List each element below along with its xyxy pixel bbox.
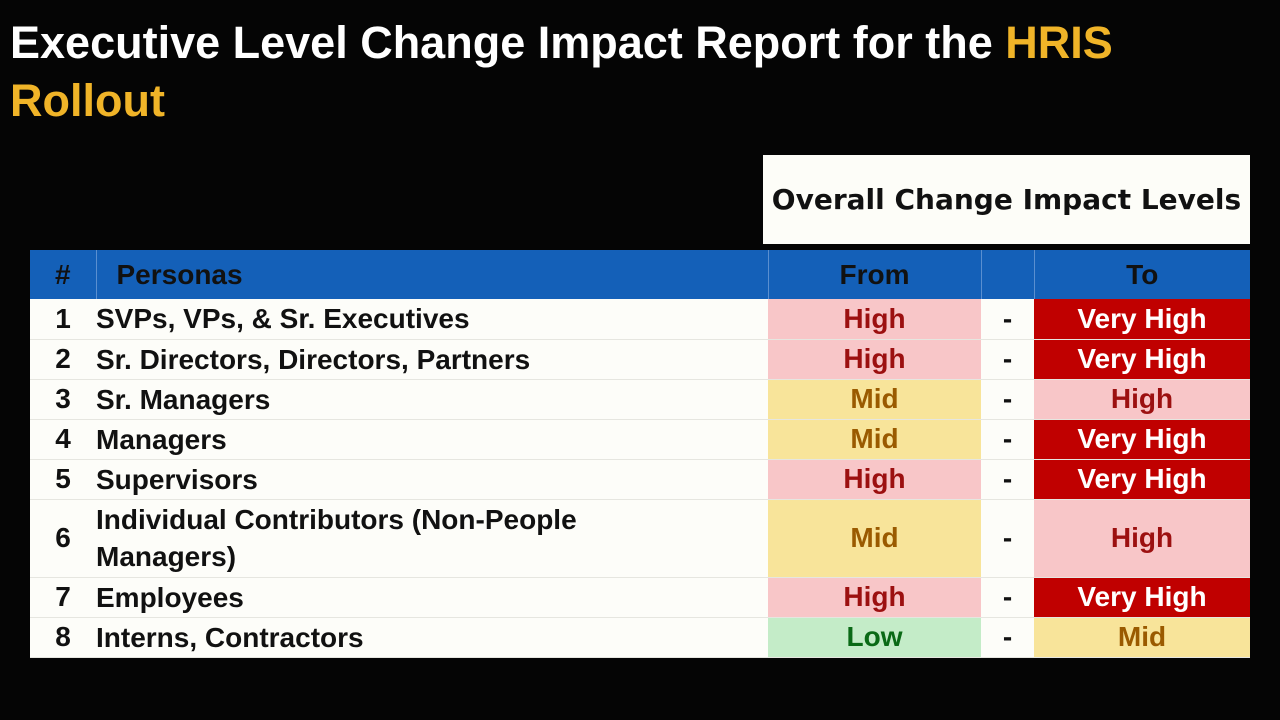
separator-dash: - [981, 459, 1034, 500]
row-number: 7 [30, 577, 96, 618]
from-level: Mid [768, 499, 981, 578]
from-level: High [768, 339, 981, 380]
table-row: 1 SVPs, VPs, & Sr. Executives High - Ver… [30, 299, 1250, 340]
page-title: Executive Level Change Impact Report for… [10, 14, 1250, 130]
table-row: 7 Employees High - Very High [30, 577, 1250, 618]
from-level: Mid [768, 419, 981, 460]
table-header-row: # Personas From To [30, 250, 1250, 299]
persona-name: Individual Contributors (Non-People Mana… [96, 499, 768, 578]
persona-name: Supervisors [96, 459, 768, 500]
from-level: High [768, 459, 981, 500]
from-level: High [768, 299, 981, 340]
to-level: Very High [1034, 419, 1250, 460]
to-level: Very High [1034, 299, 1250, 340]
persona-name: Employees [96, 577, 768, 618]
row-number: 1 [30, 299, 96, 340]
to-level: Very High [1034, 459, 1250, 500]
table-row: 3 Sr. Managers Mid - High [30, 379, 1250, 420]
column-header-persona: Personas [96, 250, 769, 299]
title-main: Executive Level Change Impact Report for… [10, 17, 1006, 68]
persona-name: SVPs, VPs, & Sr. Executives [96, 299, 768, 340]
row-number: 6 [30, 499, 96, 578]
impact-levels-header: Overall Change Impact Levels [763, 155, 1250, 244]
persona-impact-table: # Personas From To 1 SVPs, VPs, & Sr. Ex… [30, 250, 1250, 658]
separator-dash: - [981, 339, 1034, 380]
persona-name: Sr. Directors, Directors, Partners [96, 339, 768, 380]
table-row: 8 Interns, Contractors Low - Mid [30, 617, 1250, 658]
table-row: 2 Sr. Directors, Directors, Partners Hig… [30, 339, 1250, 380]
row-number: 8 [30, 617, 96, 658]
separator-dash: - [981, 299, 1034, 340]
to-level: Mid [1034, 617, 1250, 658]
separator-dash: - [981, 419, 1034, 460]
persona-name: Sr. Managers [96, 379, 768, 420]
column-header-from: From [768, 250, 982, 299]
separator-dash: - [981, 379, 1034, 420]
separator-dash: - [981, 499, 1034, 578]
to-level: Very High [1034, 339, 1250, 380]
to-level: High [1034, 499, 1250, 578]
column-header-num: # [30, 250, 97, 299]
table-row: 5 Supervisors High - Very High [30, 459, 1250, 500]
row-number: 4 [30, 419, 96, 460]
from-level: High [768, 577, 981, 618]
row-number: 5 [30, 459, 96, 500]
persona-name: Managers [96, 419, 768, 460]
persona-name: Interns, Contractors [96, 617, 768, 658]
column-header-separator [981, 250, 1035, 299]
title-accent: HRIS Rollout [10, 17, 1113, 126]
from-level: Mid [768, 379, 981, 420]
row-number: 3 [30, 379, 96, 420]
table-row: 6 Individual Contributors (Non-People Ma… [30, 499, 1250, 578]
from-level: Low [768, 617, 981, 658]
column-header-to: To [1034, 250, 1250, 299]
to-level: High [1034, 379, 1250, 420]
separator-dash: - [981, 577, 1034, 618]
separator-dash: - [981, 617, 1034, 658]
to-level: Very High [1034, 577, 1250, 618]
row-number: 2 [30, 339, 96, 380]
table-row: 4 Managers Mid - Very High [30, 419, 1250, 460]
